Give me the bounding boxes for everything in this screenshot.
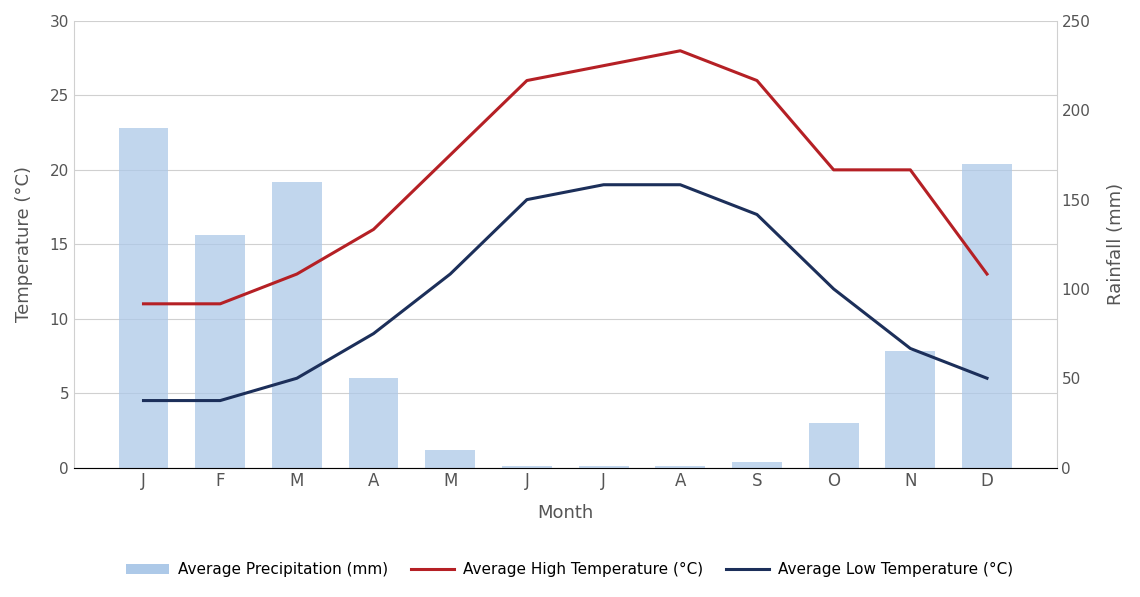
Bar [886, 352, 935, 467]
Bar [962, 164, 1012, 467]
Bar [579, 466, 628, 467]
Bar [732, 462, 782, 467]
Y-axis label: Temperature (°C): Temperature (°C) [15, 167, 33, 322]
Bar [425, 450, 475, 467]
Bar [272, 181, 321, 467]
Y-axis label: Rainfall (mm): Rainfall (mm) [1107, 183, 1125, 305]
Bar [502, 466, 552, 467]
X-axis label: Month: Month [537, 504, 594, 522]
Bar [195, 235, 245, 467]
Legend: Average Precipitation (mm), Average High Temperature (°C), Average Low Temperatu: Average Precipitation (mm), Average High… [121, 556, 1019, 583]
Bar [808, 423, 858, 467]
Bar [656, 466, 706, 467]
Bar [119, 128, 169, 467]
Bar [349, 378, 399, 467]
